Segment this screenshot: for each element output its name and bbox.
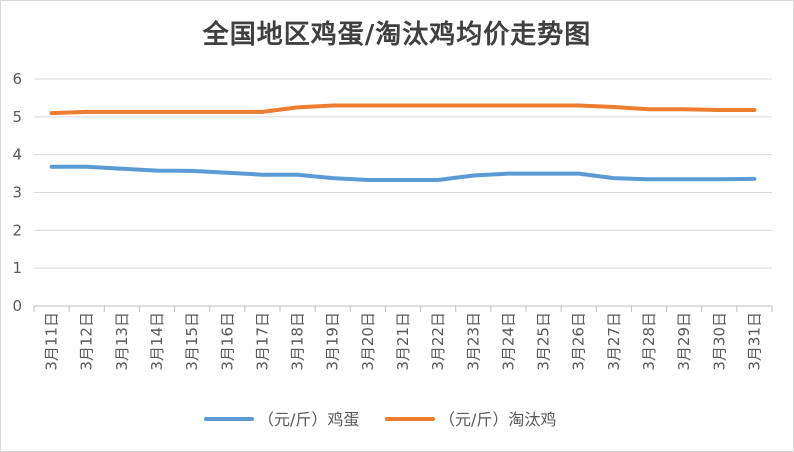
legend: （元/斤）鸡蛋 （元/斤）淘汰鸡: [204, 410, 556, 429]
x-tick-label: 3月21日: [394, 312, 412, 371]
series-line-2: [49, 103, 757, 116]
y-tick-label: 0: [12, 297, 22, 315]
y-tick-label: 1: [12, 259, 22, 277]
chart-title: 全国地区鸡蛋/淘汰鸡均价走势图: [202, 20, 592, 50]
series-line-1: [49, 164, 757, 182]
x-tick-label: 3月16日: [218, 312, 236, 371]
x-tick-label: 3月24日: [499, 312, 517, 371]
x-tick-label: 3月29日: [675, 312, 693, 371]
x-tick-label: 3月18日: [289, 312, 307, 371]
series-lines: [49, 103, 757, 182]
x-tick-label: 3月22日: [429, 312, 447, 371]
x-tick-label: 3月17日: [253, 312, 271, 371]
x-tick-label: 3月11日: [43, 312, 61, 371]
x-tick-label: 3月31日: [745, 312, 763, 371]
y-tick-label: 3: [12, 184, 22, 202]
x-tick-label: 3月26日: [570, 312, 588, 371]
x-tick-label: 3月23日: [464, 312, 482, 371]
x-tick-label: 3月30日: [710, 312, 728, 371]
x-tick-label: 3月19日: [324, 312, 342, 371]
x-tick-label: 3月12日: [78, 312, 96, 371]
x-tick-label: 3月14日: [148, 312, 166, 371]
x-tick-label: 3月27日: [605, 312, 623, 371]
x-tick-label: 3月28日: [640, 312, 658, 371]
x-axis: 3月11日 3月12日 3月13日 3月14日 3月15日 3月16日 3月17日 3月18日…: [33, 306, 773, 371]
gridlines: [34, 78, 772, 307]
y-tick-label: 4: [12, 146, 22, 164]
x-tick-label: 3月20日: [359, 312, 377, 371]
y-tick-label: 5: [12, 108, 22, 126]
x-tick-label: 3月15日: [183, 312, 201, 371]
legend-label-2: （元/斤）淘汰鸡: [439, 410, 556, 429]
x-tick-label: 3月13日: [113, 312, 131, 371]
y-axis-ticks: 0 1 2 3 4 5 6: [12, 70, 22, 315]
legend-label-1: （元/斤）鸡蛋: [258, 410, 359, 429]
y-tick-label: 2: [12, 221, 22, 239]
y-tick-label: 6: [12, 70, 22, 88]
x-tick-label: 3月25日: [535, 312, 553, 371]
